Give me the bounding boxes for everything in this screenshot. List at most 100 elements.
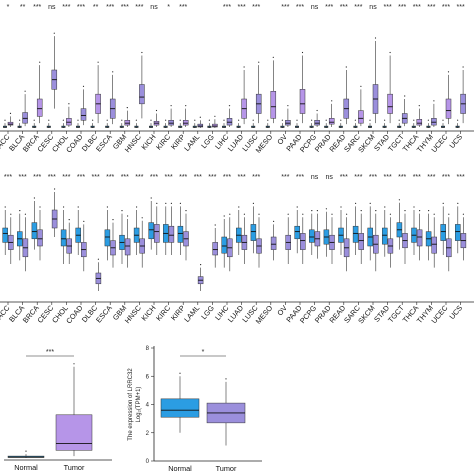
box-tumor-HNSC-outlier — [141, 51, 143, 54]
sig-label-HNSC: *** — [135, 174, 143, 181]
sig-label-UCEC: *** — [442, 174, 450, 181]
sig-label-STAD: *** — [384, 174, 392, 181]
box-tumor-LAML-outlier — [199, 116, 201, 118]
box-tumor-KIRC-box — [168, 120, 174, 126]
sig-label-TGCT: *** — [398, 4, 406, 11]
box-normal-TGCT-outlier — [398, 199, 400, 201]
box-normal-STAD-outlier — [384, 119, 386, 121]
box-tumor-KIRC-box — [168, 225, 175, 243]
box-normal-UCS-box — [455, 224, 461, 241]
x-tick-label-KIRC: KIRC — [154, 133, 172, 152]
box-normal-outlier — [179, 372, 181, 374]
x-tick-label-SKCM: SKCM — [356, 133, 376, 155]
sig-label-GBM: *** — [121, 174, 129, 181]
box-tumor-PAAD-box — [300, 233, 306, 250]
x-tick-label-KICH: KICH — [139, 304, 157, 323]
box-tumor-GBM-box — [124, 238, 131, 256]
sig-label-PRAD: ns — [325, 174, 333, 181]
box-tumor-ESCA-outlier — [112, 71, 114, 73]
box-tumor-SARC-box — [358, 110, 364, 124]
x-tick-label-LAML: LAML — [182, 304, 201, 324]
box-tumor-LGG-box — [212, 242, 218, 256]
sig-label-GBM: *** — [121, 4, 129, 11]
box-normal-box — [160, 398, 200, 418]
box-tumor-THYM-outlier — [433, 100, 435, 102]
box-tumor-PRAD-outlier — [331, 100, 333, 102]
box-normal-outlier — [25, 450, 27, 452]
box-normal-UCEC-outlier — [442, 119, 444, 121]
sig-label-KIRP: *** — [179, 174, 187, 181]
box-tumor-UCS-outlier — [462, 213, 464, 215]
box-normal-LUSC-outlier — [252, 202, 254, 204]
box-tumor-DLBC-outlier — [97, 61, 99, 63]
sig-label-CESC: ns — [48, 4, 56, 11]
box-tumor-MESO-outlier — [273, 220, 275, 222]
box-normal-STAD-outlier — [384, 206, 386, 208]
box-normal-LGG-outlier — [208, 119, 210, 121]
box-tumor-STAD-box — [387, 93, 393, 114]
sig-label-ACC: *** — [4, 174, 12, 181]
box-normal-PAAD-outlier — [296, 206, 298, 208]
sig-label-PRAD: *** — [325, 4, 333, 11]
sig-label-SARC: *** — [354, 4, 362, 11]
sig-label: *** — [46, 349, 54, 356]
box-normal-KICH-box — [148, 222, 154, 240]
box-tumor-SKCM-outlier — [375, 210, 377, 212]
pan-cancer-panel-top: ACC*BLCA**BRCA***CESCnsCHOL***COAD***DLB… — [0, 4, 474, 155]
box-tumor-SARC-outlier — [360, 210, 362, 212]
box-tumor-outlier — [225, 378, 227, 380]
box-normal-GBM-outlier — [121, 210, 123, 212]
box-tumor-UCEC-box — [445, 98, 452, 119]
box-tumor-MESO-box — [270, 91, 277, 119]
sig-label-CESC: *** — [48, 174, 56, 181]
x-tick-label-UCS: UCS — [447, 132, 464, 150]
box-tumor-BLCA-box — [22, 112, 28, 124]
box-normal-THCA-outlier — [413, 119, 415, 121]
box-tumor-PRAD-outlier — [331, 213, 333, 215]
box-normal-PCPG-outlier — [311, 119, 313, 121]
box-normal-LUAD-outlier — [238, 206, 240, 208]
box-tumor-KICH-outlier — [155, 109, 158, 112]
box-normal-ACC-box — [2, 227, 8, 243]
box-normal-SKCM-outlier — [369, 119, 371, 121]
box-tumor-box — [55, 414, 93, 451]
x-tick-label-ESCA: ESCA — [94, 303, 114, 324]
y-axis-label-line1: The expression of LRRC32 — [128, 368, 134, 441]
box-tumor-BLCA-outlier — [24, 213, 26, 215]
box-normal-TGCT-outlier — [398, 119, 400, 121]
sig-label-COAD: *** — [77, 4, 85, 11]
sig-label-BRCA: *** — [33, 174, 41, 181]
box-tumor-LAML-outlier — [200, 264, 202, 266]
box-normal-CHOL-outlier — [63, 206, 65, 208]
box-tumor-GBM-outlier — [126, 107, 128, 109]
box-normal-KIRP-outlier — [179, 202, 181, 204]
box-normal-KICH-outlier — [150, 197, 152, 199]
box-normal-UCS-outlier — [457, 202, 459, 204]
x-tick-label-KIRC: KIRC — [154, 304, 172, 323]
box-tumor-THCA-outlier — [418, 105, 420, 107]
box-normal-COAD-outlier — [77, 119, 79, 121]
box-tumor-STAD-outlier — [389, 51, 391, 54]
box-tumor-TGCT-outlier — [404, 95, 406, 97]
sig-label-STAD: *** — [384, 4, 392, 11]
box-normal-SARC-outlier — [354, 119, 356, 121]
sig-label-UCS: *** — [457, 174, 465, 181]
box-normal-LIHC-box — [221, 236, 227, 254]
box-normal-READ-outlier — [340, 119, 342, 121]
box-normal-LIHC-outlier — [223, 215, 225, 217]
sig-label-OV: *** — [281, 174, 289, 181]
normal-tumor-panel-left: Normal Tumor *** — [4, 349, 112, 472]
box-tumor-UCEC-outlier — [447, 71, 450, 73]
sig-label-READ: *** — [340, 4, 348, 11]
box-normal-ESCA-outlier — [106, 119, 108, 121]
x-tick-label-ACC: ACC — [0, 133, 12, 151]
box-normal-LAML-outlier — [194, 119, 196, 121]
sig-label-HNSC: *** — [135, 4, 143, 11]
y-axis-label-line2: Log₂(TPM+1) — [136, 387, 142, 423]
x-tick-label-normal: Normal — [14, 463, 38, 472]
sig-label-LUAD: *** — [238, 4, 246, 11]
box-tumor-CESC-outlier — [53, 32, 55, 34]
x-tick-label-UCEC: UCEC — [429, 304, 449, 326]
box-normal-KICH-outlier — [150, 119, 152, 121]
x-tick-label-LGG: LGG — [199, 303, 216, 321]
